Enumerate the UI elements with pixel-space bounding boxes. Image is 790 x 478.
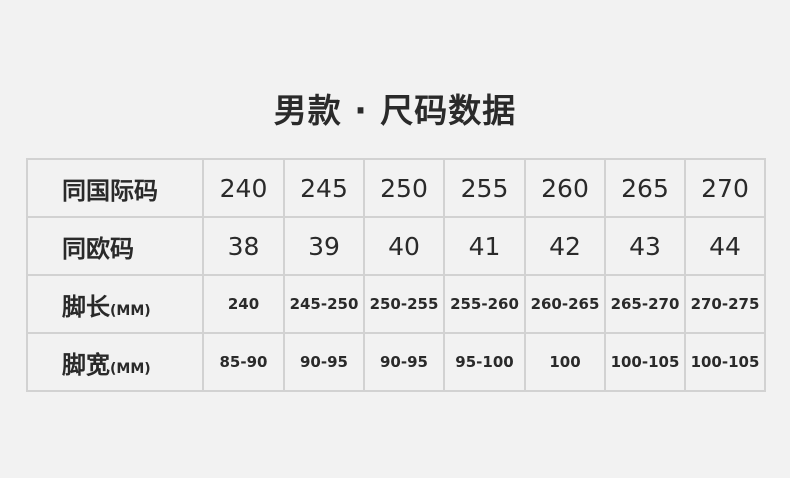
table-cell: 240 [202,274,285,334]
table-cell: 90-95 [363,332,445,392]
table-cell: 240 [202,158,285,218]
table-cell: 100-105 [684,332,766,392]
table-cell: 250 [363,158,445,218]
table-cell: 100-105 [604,332,686,392]
table-cell: 38 [202,216,285,276]
table-cell: 270-275 [684,274,766,334]
table-cell: 40 [363,216,445,276]
table-cell: 41 [443,216,526,276]
row-unit: (MM) [110,360,151,377]
row-header: 同国际码 [26,158,204,218]
row-label: 脚宽 [62,350,110,379]
table-cell: 245 [283,158,365,218]
table-cell: 95-100 [443,332,526,392]
row-label: 脚长 [62,292,110,321]
table-cell: 43 [604,216,686,276]
row-header: 脚长(MM) [26,274,204,334]
table-row: 同欧码 38 39 40 41 42 43 44 [26,216,766,276]
row-label: 同国际码 [62,176,158,205]
table-cell: 90-95 [283,332,365,392]
table-cell: 265-270 [604,274,686,334]
table-row: 同国际码 240 245 250 255 260 265 270 [26,158,766,218]
table-cell: 245-250 [283,274,365,334]
table-cell: 85-90 [202,332,285,392]
page-title: 男款 · 尺码数据 [273,91,517,130]
table-cell: 270 [684,158,766,218]
table-cell: 265 [604,158,686,218]
table-cell: 100 [524,332,606,392]
table-row: 脚宽(MM) 85-90 90-95 90-95 95-100 100 100-105 100… [26,332,766,392]
table-cell: 255 [443,158,526,218]
table-row: 脚长(MM) 240 245-250 250-255 255-260 260-265 265… [26,274,766,334]
row-unit: (MM) [110,302,151,319]
row-header: 同欧码 [26,216,204,276]
table-cell: 255-260 [443,274,526,334]
table-cell: 44 [684,216,766,276]
row-header: 脚宽(MM) [26,332,204,392]
table-cell: 260-265 [524,274,606,334]
table-cell: 39 [283,216,365,276]
table-cell: 250-255 [363,274,445,334]
size-table: 同国际码 240 245 250 255 260 265 270 同欧码 38 39 40 41 42 43… [26,158,766,392]
row-label: 同欧码 [62,234,134,263]
table-cell: 260 [524,158,606,218]
table-cell: 42 [524,216,606,276]
